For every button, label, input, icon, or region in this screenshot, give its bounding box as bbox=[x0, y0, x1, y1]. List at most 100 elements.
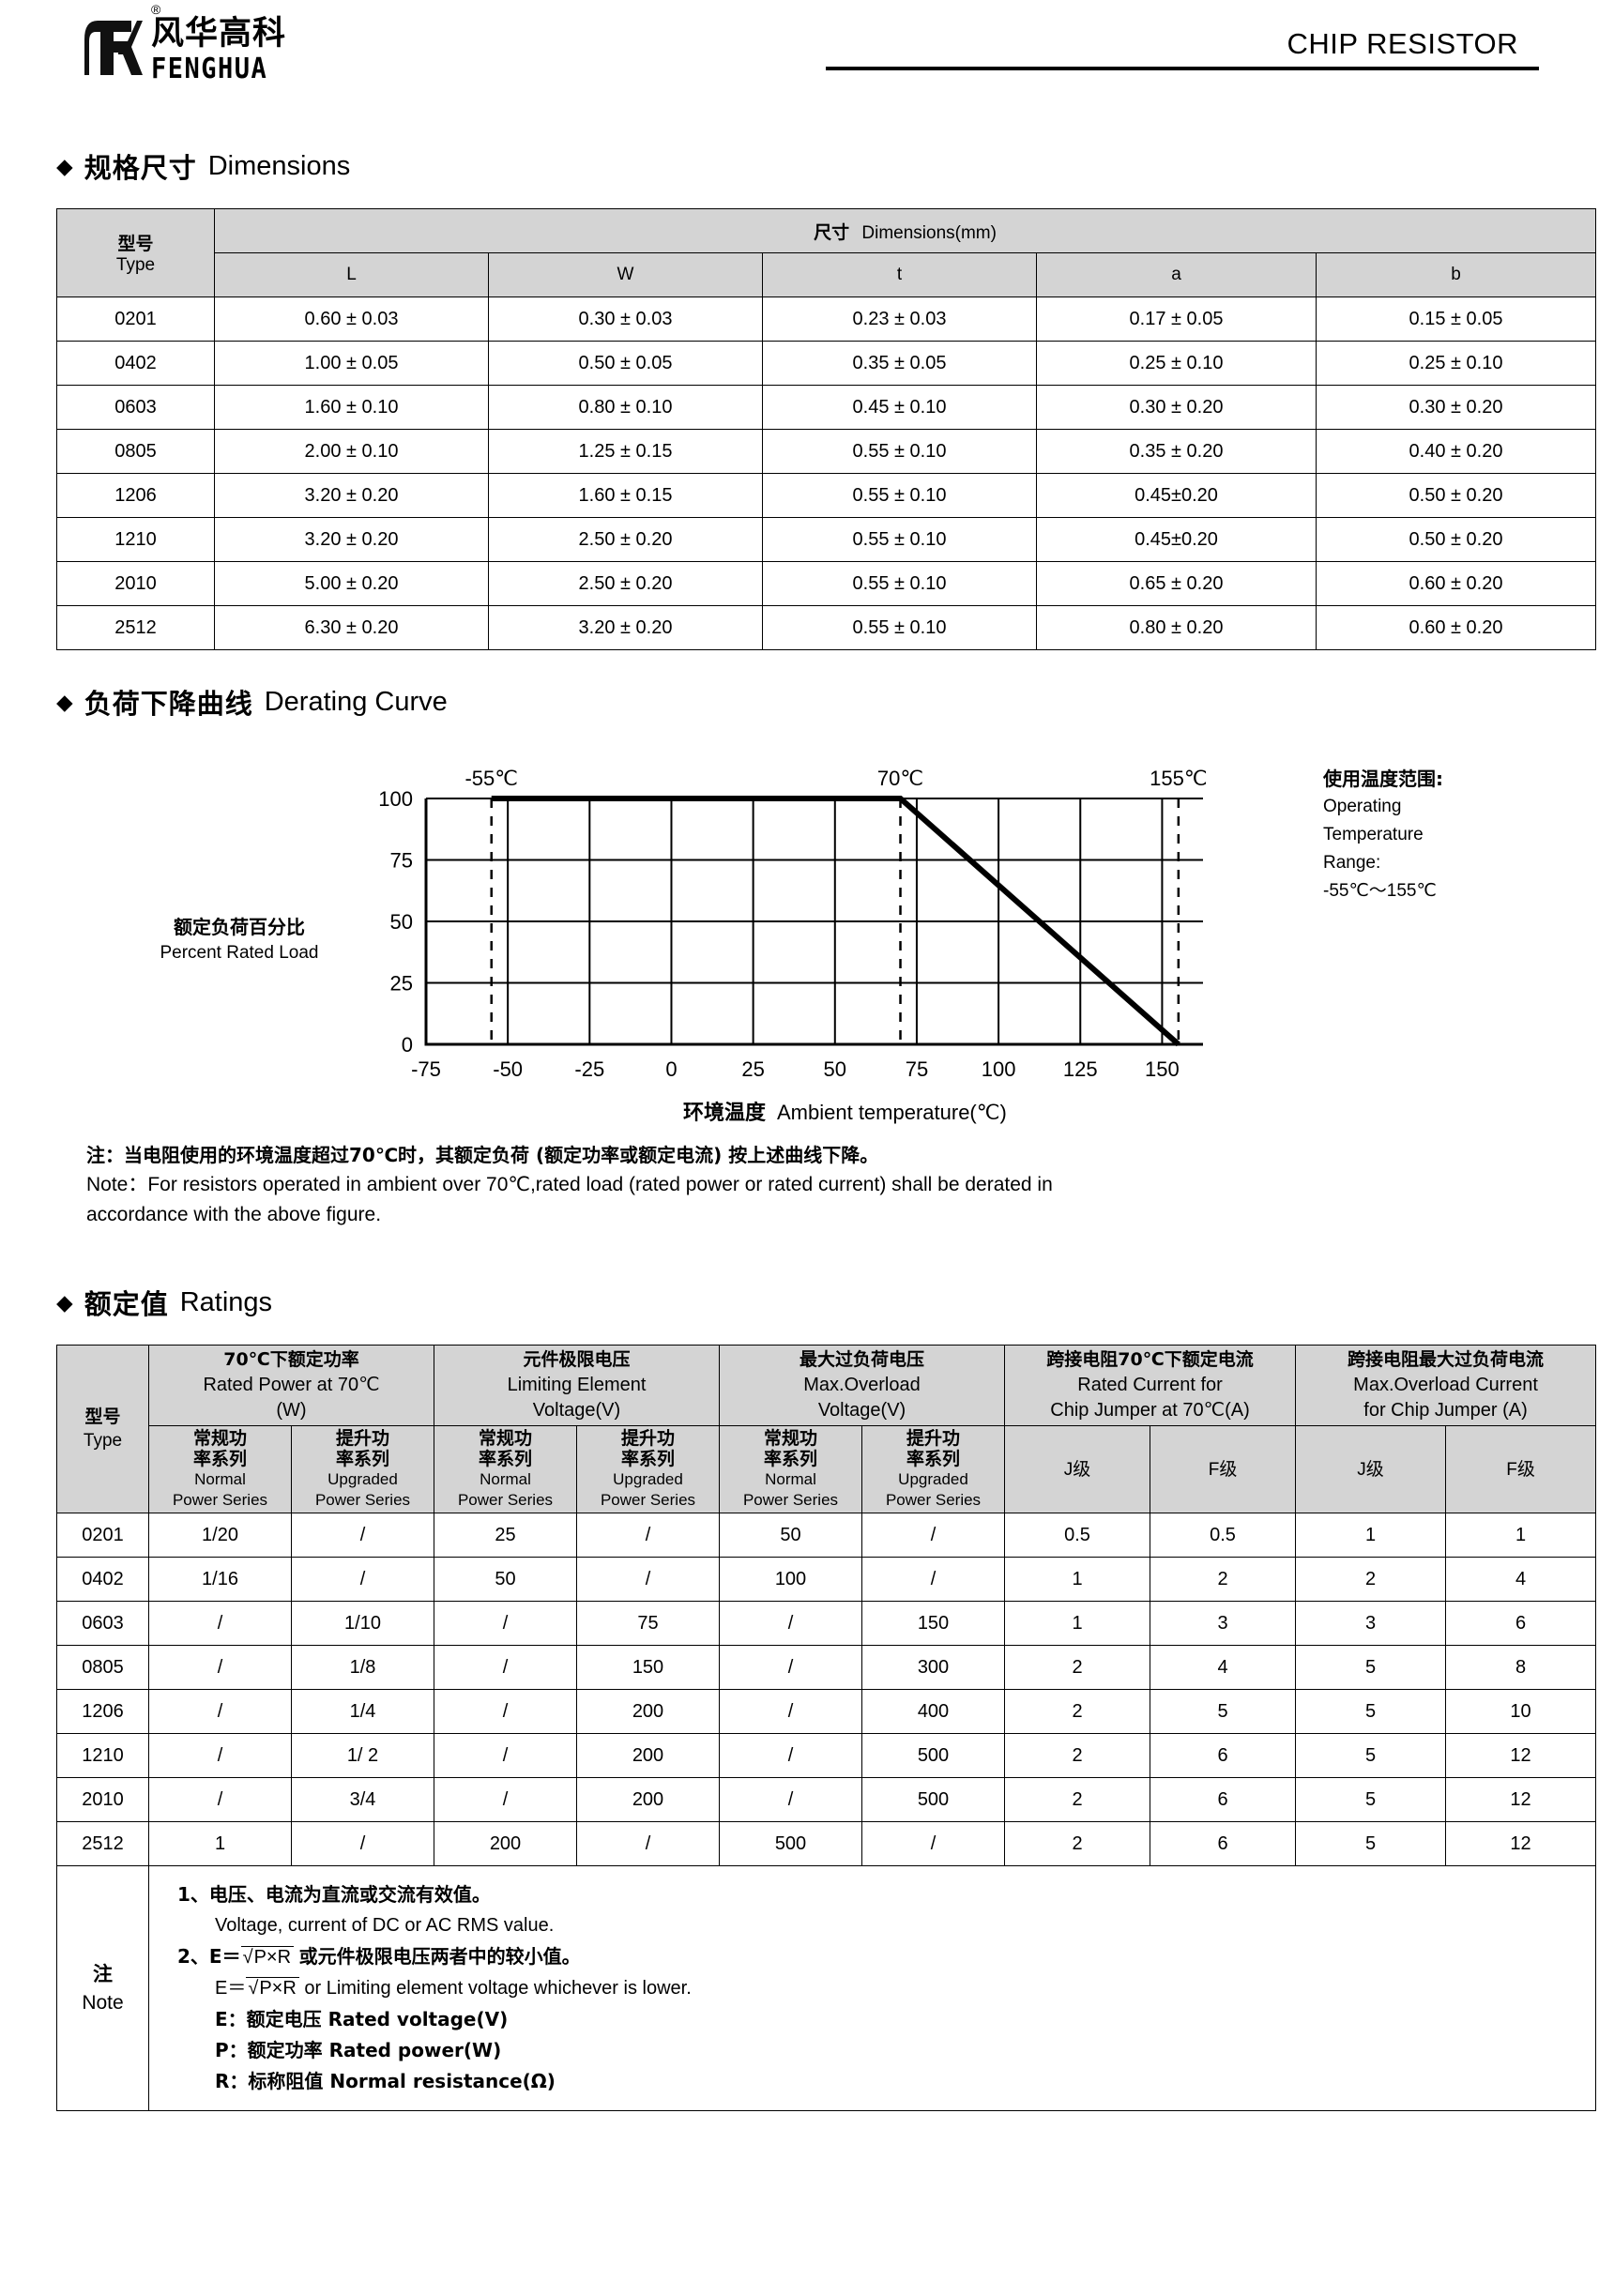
chart-x-tick-label: -75 bbox=[411, 1057, 441, 1081]
cell-b: 0.60 ± 0.20 bbox=[1315, 561, 1597, 606]
subheader-cn2: 率系列 bbox=[763, 1449, 817, 1469]
cell-ovl-cur-F: 12 bbox=[1445, 1733, 1597, 1778]
dimensions-type-header: 型号 Type bbox=[56, 208, 215, 297]
cell-limit-normal: 200 bbox=[434, 1821, 577, 1866]
chart-x-tick-label: 100 bbox=[982, 1057, 1016, 1081]
cell-limit-upgraded: 200 bbox=[576, 1733, 720, 1778]
group-header-en1: Rated Current for bbox=[1077, 1375, 1223, 1395]
cell-a: 0.30 ± 0.20 bbox=[1036, 385, 1317, 430]
derating-curve-line bbox=[491, 796, 1180, 1047]
cell-L: 1.00 ± 0.05 bbox=[214, 341, 489, 386]
subheader-grade-1: F级 bbox=[1150, 1425, 1297, 1513]
chart-x-tick-label: -25 bbox=[574, 1057, 604, 1081]
cell-type: 2512 bbox=[56, 1821, 149, 1866]
cell-power-upgraded: 1/ 2 bbox=[291, 1733, 434, 1778]
diamond-bullet-icon: ◆ bbox=[56, 153, 73, 178]
legend-temperature-range: -55℃～155℃ bbox=[1323, 881, 1437, 901]
cell-t: 0.55 ± 0.10 bbox=[762, 429, 1037, 474]
chart-x-axis-caption-en: Ambient temperature(℃) bbox=[777, 1101, 1007, 1124]
cell-W: 2.50 ± 0.20 bbox=[488, 561, 763, 606]
cell-W: 0.50 ± 0.05 bbox=[488, 341, 763, 386]
cell-rated-cur-J: 2 bbox=[1004, 1689, 1151, 1734]
note-label-en: Note bbox=[82, 1991, 124, 2014]
type-header-cn: 型号 bbox=[117, 234, 154, 254]
dimensions-header-row-2: L W t a b bbox=[57, 252, 1597, 297]
note-item1-en: Voltage, current of DC or AC RMS value. bbox=[215, 1915, 555, 1936]
cell-limit-upgraded: 150 bbox=[576, 1645, 720, 1690]
cell-ovl-cur-J: 5 bbox=[1295, 1821, 1447, 1866]
cell-overload-upgraded: / bbox=[860, 1557, 1006, 1602]
cell-overload-upgraded: / bbox=[860, 1821, 1006, 1866]
subheader-cn2: 率系列 bbox=[335, 1449, 389, 1469]
section-title-en: Ratings bbox=[179, 1286, 273, 1317]
subheader-cn2: 率系列 bbox=[478, 1449, 532, 1469]
dimensions-group-header-cn: 尺寸 bbox=[814, 221, 850, 243]
cell-L: 3.20 ± 0.20 bbox=[214, 473, 489, 518]
table-row: 0402 1/16/50/100/1 2 2 4 bbox=[56, 1557, 1597, 1602]
cell-a: 0.45±0.20 bbox=[1036, 473, 1317, 518]
subheader-cn1: 常规功 bbox=[192, 1428, 247, 1449]
subheader-power-series-0: 常规功 率系列 Normal Power Series bbox=[148, 1425, 292, 1513]
legend-line-2: Temperature bbox=[1323, 825, 1424, 844]
group-header-en2: for Chip Jumper (A) bbox=[1363, 1400, 1528, 1421]
cell-limit-normal: 50 bbox=[434, 1557, 577, 1602]
table-row: 0201 0.60 ± 0.03 0.30 ± 0.03 0.23 ± 0.03 0.1… bbox=[56, 297, 1597, 342]
note-item2-cn: 2、E＝ √P×R 或元件极限电压两者中的较小值。 bbox=[177, 1945, 581, 1968]
note-item2-prefix: 2、E＝ bbox=[177, 1945, 241, 1968]
cell-a: 0.80 ± 0.20 bbox=[1036, 605, 1317, 650]
table-row: 1206/1/4/200/400 2 5 5 10 bbox=[56, 1689, 1597, 1734]
table-row: 2010 5.00 ± 0.20 2.50 ± 0.20 0.55 ± 0.10 0.6… bbox=[56, 561, 1597, 606]
cell-type: 1210 bbox=[56, 1733, 149, 1778]
subheader-en2: Power Series bbox=[885, 1491, 982, 1509]
note-radicand: P×R bbox=[252, 1946, 293, 1968]
group-header-en1: Limiting Element bbox=[507, 1375, 647, 1395]
subheader-en1: Upgraded bbox=[327, 1470, 398, 1488]
cell-type: 0201 bbox=[56, 1513, 149, 1558]
note-item2-suffix: 或元件极限电压两者中的较小值。 bbox=[298, 1945, 581, 1968]
cell-rated-cur-J: 2 bbox=[1004, 1777, 1151, 1822]
cell-overload-normal: / bbox=[719, 1601, 862, 1646]
cell-ovl-cur-F: 8 bbox=[1445, 1645, 1597, 1690]
ratings-header-row-2: 常规功 率系列 Normal Power Series 提升功 率系列 Upgraded Po… bbox=[57, 1425, 1597, 1513]
cell-rated-cur-J: 1 bbox=[1004, 1601, 1151, 1646]
subheader-cn1: 常规功 bbox=[478, 1428, 532, 1449]
cell-ovl-cur-F: 6 bbox=[1445, 1601, 1597, 1646]
page-header: ® 风华高科 FENGHUA CHIP RESISTOR bbox=[30, 0, 1569, 114]
cell-power-upgraded: 3/4 bbox=[291, 1777, 434, 1822]
ratings-table-body: 0201 1/20/25/50/0.5 0.5 1 1 0402 1/16/50/100/1… bbox=[56, 1513, 1597, 1866]
derating-note-en-line2: accordance with the above figure. bbox=[86, 1204, 382, 1225]
page-title: CHIP RESISTOR bbox=[1287, 27, 1518, 60]
ratings-table: 型号 Type 70℃下额定功率 Rated Power at 70℃ (W) … bbox=[56, 1345, 1597, 2111]
subheader-cn2: 率系列 bbox=[192, 1449, 247, 1469]
dimensions-table: 型号 Type 尺寸 Dimensions(mm) L W t a b 0201… bbox=[56, 208, 1597, 650]
cell-rated-cur-J: 0.5 bbox=[1004, 1513, 1151, 1558]
derating-chart-svg: 0 25 50 75 100 -75 -50 -25 0 25 50 75 100 125 150 -55℃ 7… bbox=[378, 767, 1207, 1125]
cell-type: 0402 bbox=[56, 341, 215, 386]
cell-overload-normal: / bbox=[719, 1777, 862, 1822]
ratings-header-row-1: 型号 Type 70℃下额定功率 Rated Power at 70℃ (W) … bbox=[56, 1345, 1597, 1513]
cell-L: 3.20 ± 0.20 bbox=[214, 517, 489, 562]
subheader-en1: Normal bbox=[194, 1470, 246, 1488]
cell-ovl-cur-F: 4 bbox=[1445, 1557, 1597, 1602]
cell-type: 0402 bbox=[56, 1557, 149, 1602]
group-header-rated-power: 70℃下额定功率 Rated Power at 70℃ (W) bbox=[148, 1345, 434, 1426]
cell-type: 1206 bbox=[56, 473, 215, 518]
cell-ovl-cur-F: 1 bbox=[1445, 1513, 1597, 1558]
cell-overload-upgraded: 400 bbox=[860, 1689, 1006, 1734]
chart-marker-label: 155℃ bbox=[1150, 767, 1207, 790]
subheader-cn1: 提升功 bbox=[335, 1428, 389, 1449]
company-logo: ® 风华高科 FENGHUA bbox=[30, 0, 286, 84]
table-row: 2512 6.30 ± 0.20 3.20 ± 0.20 0.55 ± 0.10 0.8… bbox=[56, 605, 1597, 650]
cell-limit-normal: / bbox=[434, 1645, 577, 1690]
cell-W: 2.50 ± 0.20 bbox=[488, 517, 763, 562]
table-row: 2512 1/200/500/2 6 5 12 bbox=[56, 1821, 1597, 1866]
section-heading-derating: ◆ 负荷下降曲线 Derating Curve bbox=[56, 682, 1569, 722]
subheader-en1: Normal bbox=[480, 1470, 531, 1488]
cell-rated-cur-J: 2 bbox=[1004, 1733, 1151, 1778]
cell-power-normal: 1/20 bbox=[148, 1513, 292, 1558]
chart-marker-label: -55℃ bbox=[464, 767, 518, 790]
subheader-en1: Upgraded bbox=[898, 1470, 968, 1488]
group-header-limiting-voltage: 元件极限电压 Limiting Element Voltage(V) bbox=[434, 1345, 720, 1426]
column-header-L: L bbox=[214, 252, 489, 297]
dimensions-header-row-1: 型号 Type 尺寸 Dimensions(mm) bbox=[56, 208, 1597, 297]
